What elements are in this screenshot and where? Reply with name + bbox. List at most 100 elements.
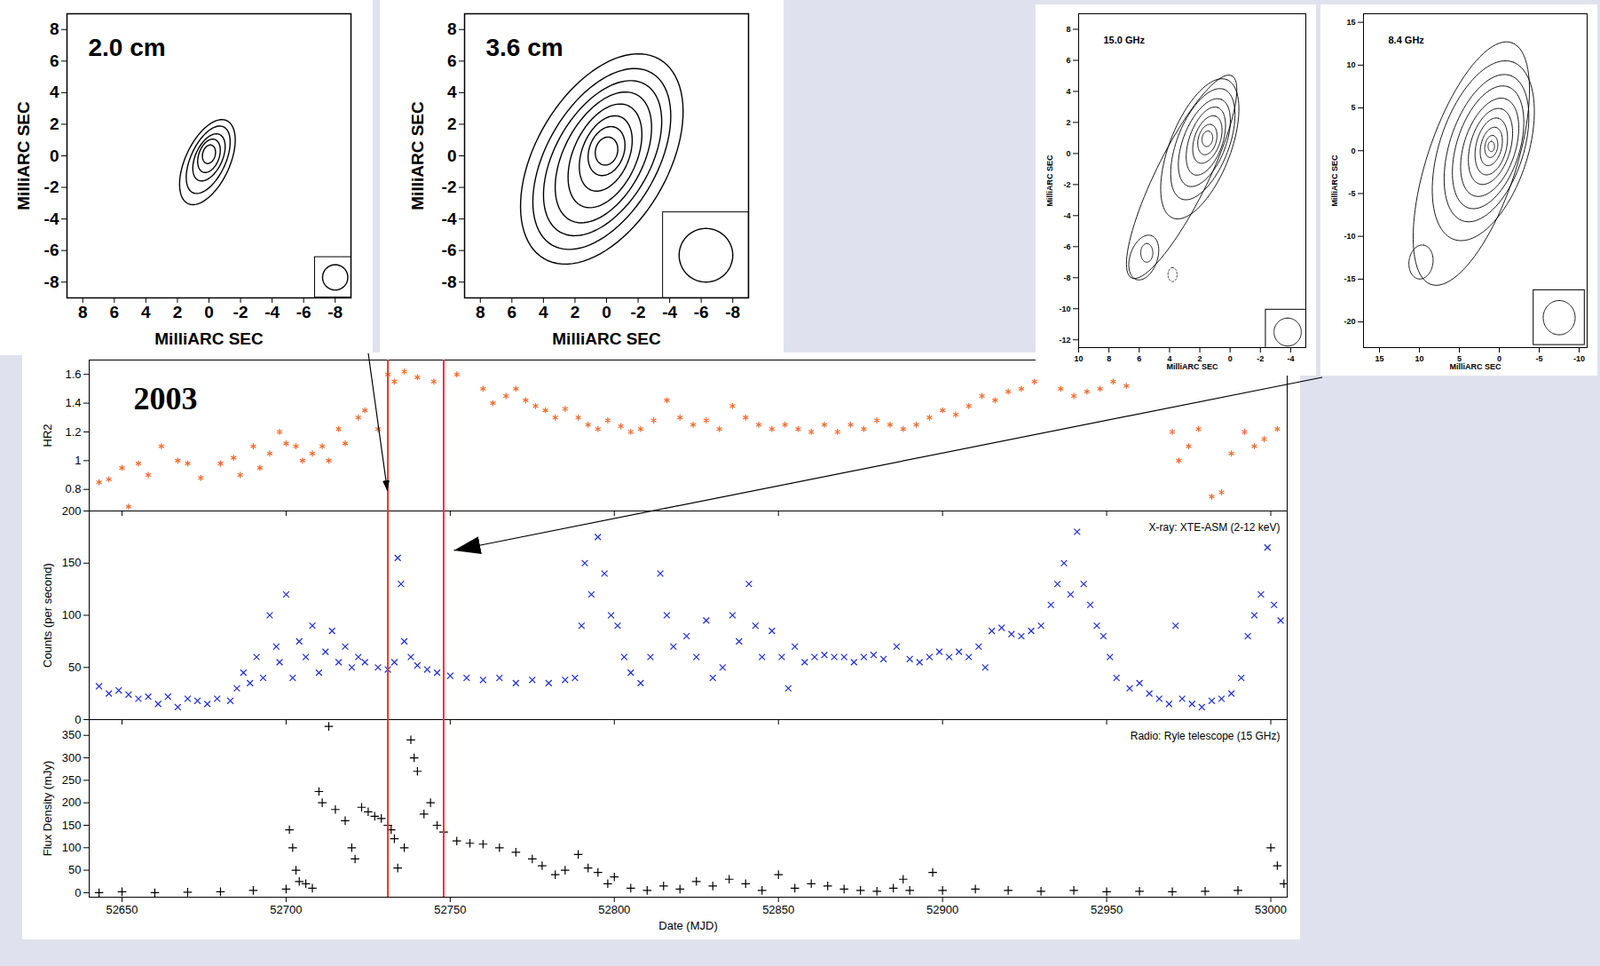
svg-text:-6: -6	[1063, 242, 1071, 252]
svg-text:2: 2	[173, 302, 183, 322]
svg-text:MilliARC SEC: MilliARC SEC	[1045, 154, 1055, 207]
svg-text:10: 10	[1414, 354, 1424, 363]
svg-text:Radio: Ryle telescope (15 GHz): Radio: Ryle telescope (15 GHz)	[1130, 729, 1281, 742]
svg-text:-8: -8	[441, 272, 458, 292]
svg-text:-4: -4	[264, 302, 280, 322]
svg-text:8: 8	[475, 302, 486, 322]
svg-text:-2: -2	[1256, 354, 1264, 363]
svg-text:-6: -6	[44, 240, 60, 260]
svg-text:2003: 2003	[133, 380, 198, 417]
svg-text:0: 0	[1350, 146, 1356, 156]
svg-text:Flux Density (mJy): Flux Density (mJy)	[40, 760, 55, 857]
svg-text:-20: -20	[1343, 316, 1356, 326]
svg-text:-4: -4	[1063, 211, 1071, 221]
svg-text:MilliARC SEC: MilliARC SEC	[1449, 362, 1502, 371]
svg-text:300: 300	[62, 750, 82, 765]
svg-text:-6: -6	[441, 240, 458, 260]
svg-text:52650: 52650	[105, 902, 138, 916]
svg-text:-6: -6	[296, 302, 312, 322]
svg-text:MilliARC SEC: MilliARC SEC	[408, 101, 427, 211]
svg-text:4: 4	[141, 302, 151, 322]
svg-text:6: 6	[49, 51, 60, 71]
svg-text:0: 0	[74, 885, 81, 899]
svg-text:-8: -8	[44, 272, 60, 292]
svg-text:52750: 52750	[433, 902, 466, 916]
svg-text:52850: 52850	[762, 902, 795, 916]
svg-text:-5: -5	[1535, 354, 1543, 363]
svg-text:6: 6	[447, 51, 458, 71]
svg-text:10: 10	[1346, 60, 1356, 70]
svg-text:0: 0	[49, 146, 60, 166]
svg-text:1.2: 1.2	[64, 425, 81, 439]
svg-text:0: 0	[204, 302, 214, 322]
svg-text:-8: -8	[725, 302, 741, 322]
svg-text:250: 250	[62, 772, 82, 787]
svg-text:-6: -6	[693, 302, 710, 322]
svg-text:0: 0	[601, 302, 612, 322]
svg-text:-4: -4	[662, 302, 678, 322]
svg-text:4: 4	[1065, 86, 1071, 96]
svg-text:MilliARC SEC: MilliARC SEC	[1166, 362, 1219, 371]
svg-text:-10: -10	[1343, 231, 1356, 241]
svg-text:350: 350	[62, 727, 82, 741]
svg-text:52900: 52900	[926, 902, 959, 916]
svg-text:Date (MJD): Date (MJD)	[658, 918, 718, 932]
svg-text:0: 0	[1228, 354, 1233, 363]
svg-text:-8: -8	[327, 302, 343, 322]
svg-text:52700: 52700	[269, 902, 302, 916]
svg-text:50: 50	[68, 862, 81, 876]
svg-text:0.8: 0.8	[64, 481, 81, 496]
svg-text:6: 6	[1065, 55, 1071, 65]
svg-text:-2: -2	[630, 302, 647, 322]
svg-text:8: 8	[49, 19, 60, 39]
svg-text:150: 150	[62, 555, 82, 569]
svg-text:4: 4	[447, 82, 458, 102]
svg-text:50: 50	[68, 660, 81, 674]
svg-text:52800: 52800	[598, 902, 631, 916]
svg-text:HR2: HR2	[40, 423, 55, 447]
svg-text:10: 10	[1073, 354, 1083, 363]
svg-text:6: 6	[507, 302, 518, 322]
svg-text:8: 8	[78, 302, 88, 322]
svg-text:-4: -4	[441, 209, 458, 229]
svg-text:0: 0	[74, 712, 81, 726]
svg-text:8.4 GHz: 8.4 GHz	[1388, 34, 1426, 46]
svg-text:6: 6	[110, 302, 120, 322]
svg-text:-15: -15	[1343, 274, 1356, 284]
svg-text:0: 0	[1065, 149, 1071, 158]
svg-text:5: 5	[1350, 102, 1356, 112]
svg-text:200: 200	[62, 795, 82, 809]
svg-text:MilliARC SEC: MilliARC SEC	[14, 101, 33, 211]
svg-text:2: 2	[447, 114, 458, 134]
svg-text:150: 150	[62, 818, 82, 832]
svg-text:4: 4	[49, 82, 60, 102]
svg-text:-5: -5	[1347, 189, 1356, 198]
svg-text:2: 2	[1065, 118, 1071, 127]
svg-text:-10: -10	[1058, 304, 1071, 314]
svg-text:15: 15	[1374, 354, 1384, 363]
svg-text:8: 8	[1106, 354, 1112, 363]
svg-text:MilliARC SEC: MilliARC SEC	[154, 329, 264, 348]
svg-text:-10: -10	[1573, 354, 1585, 363]
svg-text:6: 6	[1136, 354, 1142, 363]
svg-text:15.0 GHz: 15.0 GHz	[1103, 34, 1146, 46]
svg-text:MilliARC SEC: MilliARC SEC	[1330, 154, 1340, 207]
svg-text:-2: -2	[44, 177, 60, 197]
svg-text:15: 15	[1346, 17, 1356, 27]
svg-text:4: 4	[538, 302, 549, 322]
svg-text:0: 0	[447, 146, 458, 166]
svg-text:1.4: 1.4	[64, 395, 81, 410]
svg-text:2.0 cm: 2.0 cm	[88, 33, 166, 62]
svg-text:8: 8	[1065, 24, 1071, 34]
svg-text:2: 2	[570, 302, 581, 322]
svg-text:-2: -2	[1063, 180, 1071, 190]
svg-text:2: 2	[49, 114, 60, 134]
svg-text:-12: -12	[1058, 335, 1071, 345]
svg-text:52950: 52950	[1090, 902, 1123, 916]
svg-text:53000: 53000	[1254, 902, 1287, 916]
svg-text:-8: -8	[1063, 273, 1071, 283]
svg-text:3.6 cm: 3.6 cm	[486, 33, 564, 62]
svg-text:1: 1	[74, 453, 81, 467]
svg-text:Counts (per second): Counts (per second)	[40, 562, 55, 668]
svg-text:MilliARC SEC: MilliARC SEC	[551, 329, 662, 348]
